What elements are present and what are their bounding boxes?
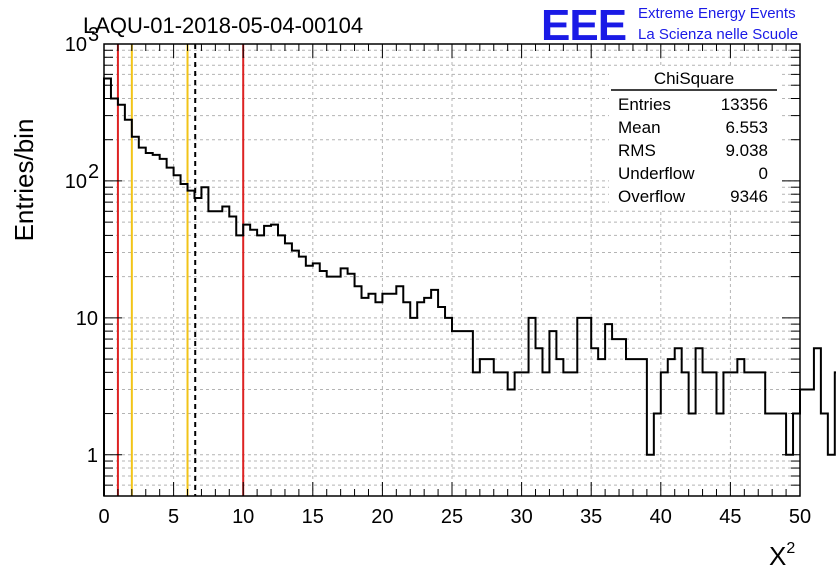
x-tick-label: 0 xyxy=(98,506,109,528)
reference-lines xyxy=(116,44,245,496)
x-tick-label: 10 xyxy=(232,506,254,528)
stats-label: Entries xyxy=(618,95,671,114)
x-tick-label: 15 xyxy=(302,506,324,528)
stats-label: Mean xyxy=(618,118,661,137)
grid xyxy=(104,44,800,496)
logo-line-1: Extreme Energy Events xyxy=(638,5,796,22)
x-tick-label: 20 xyxy=(371,506,393,528)
axis-ticks xyxy=(103,43,801,497)
chart-title: LAQU-01-2018-05-04-00104 xyxy=(83,13,363,38)
stats-value: 0 xyxy=(759,164,768,183)
x-axis-label: X2 xyxy=(769,540,795,571)
x-tick-label: 5 xyxy=(168,506,179,528)
y-tick-label: 10 xyxy=(76,308,98,330)
logo-mark: EEE xyxy=(541,1,626,50)
eee-logo: EEE Extreme Energy Events La Scienza nel… xyxy=(541,1,798,50)
y-axis-label: Entries/bin xyxy=(9,119,39,242)
logo-line-2: La Scienza nelle Scuole xyxy=(638,26,798,43)
x-tick-label: 35 xyxy=(580,506,602,528)
x-tick-label: 45 xyxy=(719,506,741,528)
stats-label: RMS xyxy=(618,141,656,160)
stats-value: 13356 xyxy=(721,95,768,114)
y-tick-label: 10 xyxy=(65,34,87,56)
y-tick-exponent: 2 xyxy=(88,161,99,183)
x-tick-labels: 0 5 10 15 20 25 30 35 40 45 50 xyxy=(98,506,811,528)
stats-value: 9346 xyxy=(730,187,768,206)
histogram-series xyxy=(103,77,836,496)
stats-value: 9.038 xyxy=(725,141,768,160)
y-tick-label: 1 xyxy=(87,445,98,467)
stats-label: Overflow xyxy=(618,187,686,206)
stats-label: Underflow xyxy=(618,164,695,183)
x-tick-label: 30 xyxy=(510,506,532,528)
y-tick-exponent: 3 xyxy=(88,24,99,46)
x-tick-label: 50 xyxy=(789,506,811,528)
x-tick-label: 25 xyxy=(441,506,463,528)
stats-box: ChiSquare Entries 13356 Mean 6.553 RMS 9.038 U… xyxy=(609,66,779,210)
stats-value: 6.553 xyxy=(725,118,768,137)
x-tick-label: 40 xyxy=(650,506,672,528)
y-tick-label: 10 xyxy=(65,171,87,193)
stats-title: ChiSquare xyxy=(654,69,734,88)
